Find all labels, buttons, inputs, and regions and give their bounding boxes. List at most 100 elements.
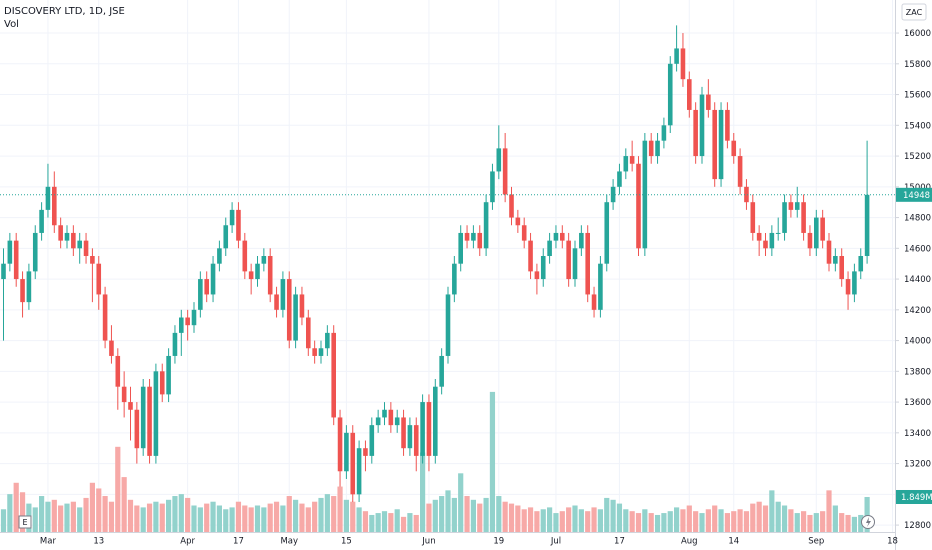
candle-body [636,163,641,249]
volume-bar [77,507,83,532]
volume-bar [527,507,534,532]
volume-bar [51,499,57,532]
volume-bar [508,503,515,532]
candle-body [477,232,483,249]
volume-bar [623,509,629,532]
volume-bar [845,514,851,532]
candle-body [26,271,32,303]
candle-body [388,409,394,426]
candle-body [140,386,146,449]
x-tick-label: 17 [233,537,244,547]
volume-bar [140,507,146,532]
candle-body [699,94,705,157]
candle-body [45,186,51,210]
volume-bar [58,505,64,532]
candle-body [394,417,400,426]
candle-body [318,348,324,356]
volume-bar [312,501,318,532]
events-icon-glyph: E [22,518,27,527]
candle-body [32,232,38,272]
volume-bar [267,503,273,532]
candle-body [458,232,463,264]
volume-bar [483,497,489,532]
volume-bar [96,488,102,532]
volume-bar [756,501,762,532]
volume-bar [674,507,680,532]
volume-bar [489,391,496,532]
volume-bar [331,496,337,532]
volume-bar [127,499,134,532]
candle-body [693,109,698,157]
y-tick-label: 13200 [904,460,931,470]
candle-body [261,256,267,264]
candle-body [744,186,749,203]
volume-bar [502,501,508,532]
volume-bar [762,505,769,532]
candle-body [452,263,457,295]
candle-body [204,279,209,295]
volume-bar [712,505,718,532]
x-tick-label: Jun [421,537,435,547]
candle-body [109,340,114,356]
volume-bar [705,509,711,532]
candle-body [413,425,419,456]
y-tick-label: 12800 [904,521,931,531]
y-tick-label: 15600 [904,91,931,101]
candle-body [718,109,724,180]
y-tick-label: 15400 [904,121,931,131]
candle-body [509,194,514,218]
candle-body [344,432,349,472]
candle-body [121,386,127,403]
candle-body [629,156,635,164]
last-volume-label: 1.849M [901,493,932,503]
candle-body [210,263,216,295]
y-tick-label: 14000 [904,337,931,347]
currency-box[interactable] [901,3,927,21]
volume-bar [32,507,38,532]
candle-body [864,194,870,257]
volume-bar [337,486,343,532]
volume-bar [381,511,388,532]
volume-bar [362,511,369,532]
candle-body [229,209,235,226]
volume-bar [166,499,172,532]
volume-bar [318,497,324,532]
candle-body [775,232,781,234]
volume-bar [699,513,705,532]
x-tick-label: May [280,537,298,547]
volume-bar [680,509,686,532]
volume-bar [566,507,572,532]
candle-body [680,48,686,80]
volume-bar [19,492,26,532]
candle-body [426,402,432,456]
candle-body [794,202,800,210]
volume-bar [635,513,642,532]
candle-body [445,294,451,356]
candle-body [356,448,362,495]
candle-body [725,109,730,141]
y-tick-label: 14800 [904,214,931,224]
volume-bar [610,499,616,532]
volume-bar [280,505,286,532]
candle-body [1,263,6,280]
candle-body [674,48,679,64]
volume-bar [464,496,470,532]
volume-bar [191,505,197,532]
candle-body [407,425,413,449]
volume-bar [350,501,356,532]
x-tick-label: 14 [728,537,739,547]
candle-body [7,240,13,264]
volume-bar [286,496,292,532]
candle-body [90,256,95,264]
volume-bar [356,507,362,532]
volume-bar [769,490,775,532]
volume-bar [686,505,692,532]
candle-body [64,232,70,241]
candle-body [420,402,425,456]
volume-bar [102,496,108,532]
volume-bar [585,511,591,532]
x-tick-label: 15 [341,537,352,547]
candle-body [502,148,508,195]
events-icon[interactable] [18,515,32,529]
candle-body [20,279,25,303]
